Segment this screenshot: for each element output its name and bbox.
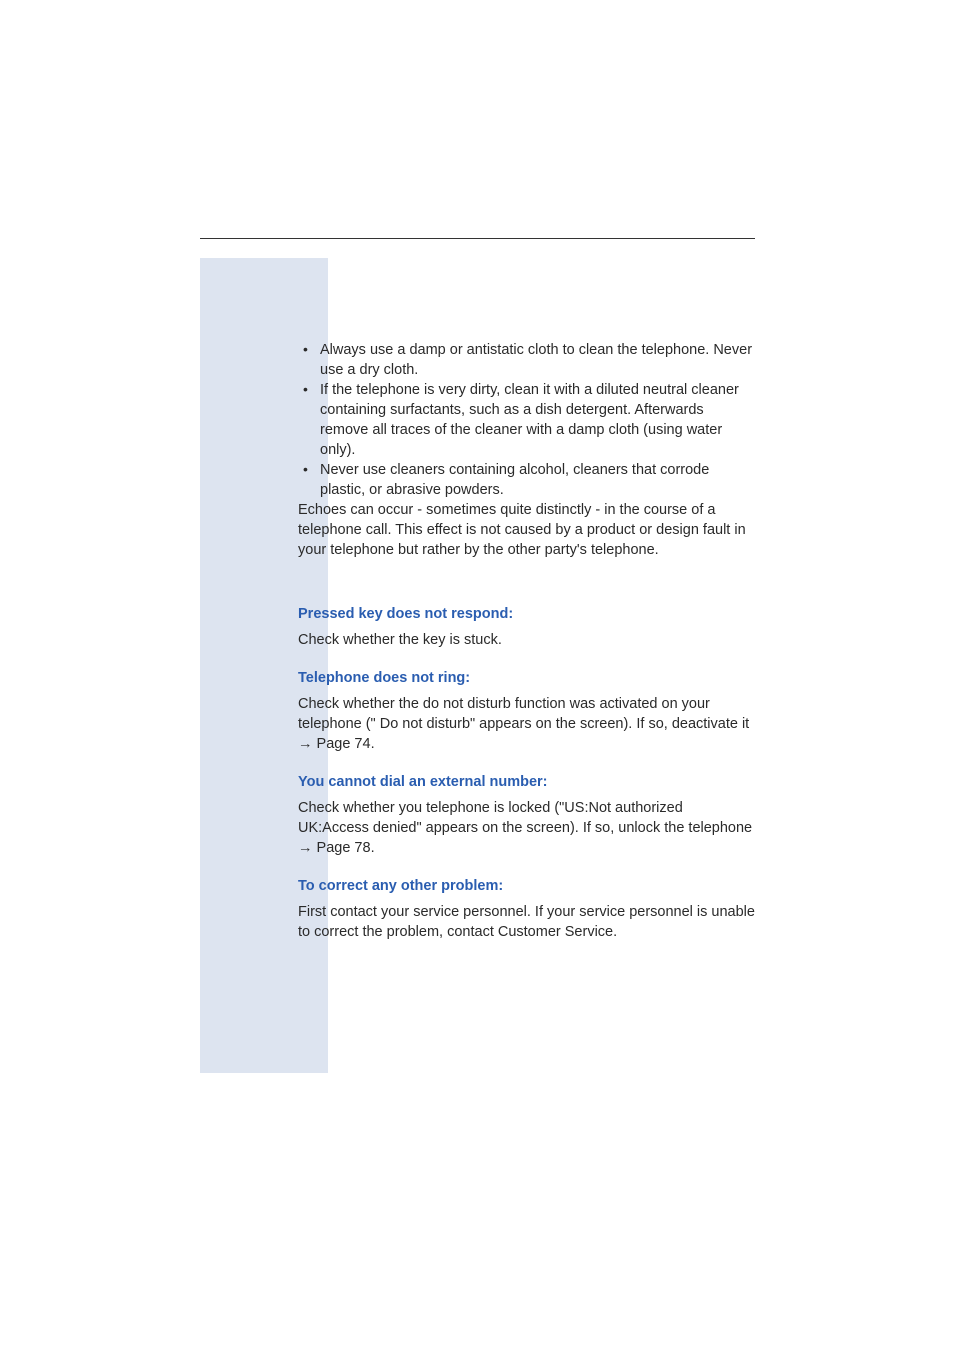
content-area: Always use a damp or antistatic cloth to… (298, 258, 756, 942)
section-body: Check whether the do not disturb functio… (298, 694, 756, 754)
section-body: Check whether you telephone is locked ("… (298, 798, 756, 858)
list-item: If the telephone is very dirty, clean it… (298, 380, 756, 460)
page-ref: Page 78 (317, 840, 371, 856)
section-pressed-key: Pressed key does not respond: Check whet… (298, 604, 756, 650)
body-prefix: Check whether the do not disturb functio… (298, 696, 749, 732)
list-item: Never use cleaners containing alcohol, c… (298, 460, 756, 500)
arrow-icon: → (298, 840, 313, 856)
list-item: Always use a damp or antistatic cloth to… (298, 340, 756, 380)
section-heading: You cannot dial an external number: (298, 772, 756, 792)
list-item-text: If the telephone is very dirty, clean it… (320, 382, 739, 458)
header-rule (200, 238, 755, 239)
body-suffix: . (371, 736, 375, 752)
body-prefix: Check whether you telephone is locked ("… (298, 800, 752, 836)
arrow-icon: → (298, 736, 313, 752)
section-cannot-dial: You cannot dial an external number: Chec… (298, 772, 756, 858)
page-ref: Page 74 (317, 736, 371, 752)
cleaning-bullet-list: Always use a damp or antistatic cloth to… (298, 340, 756, 500)
echoes-paragraph: Echoes can occur - sometimes quite disti… (298, 500, 756, 560)
section-heading: Telephone does not ring: (298, 668, 756, 688)
section-heading: Pressed key does not respond: (298, 604, 756, 624)
list-item-text: Never use cleaners containing alcohol, c… (320, 462, 709, 498)
section-other-problem: To correct any other problem: First cont… (298, 876, 756, 942)
section-body: Check whether the key is stuck. (298, 630, 756, 650)
section-body: First contact your service personnel. If… (298, 902, 756, 942)
section-heading: To correct any other problem: (298, 876, 756, 896)
section-no-ring: Telephone does not ring: Check whether t… (298, 668, 756, 754)
list-item-text: Always use a damp or antistatic cloth to… (320, 342, 752, 378)
page: Always use a damp or antistatic cloth to… (0, 0, 954, 1351)
body-suffix: . (371, 840, 375, 856)
